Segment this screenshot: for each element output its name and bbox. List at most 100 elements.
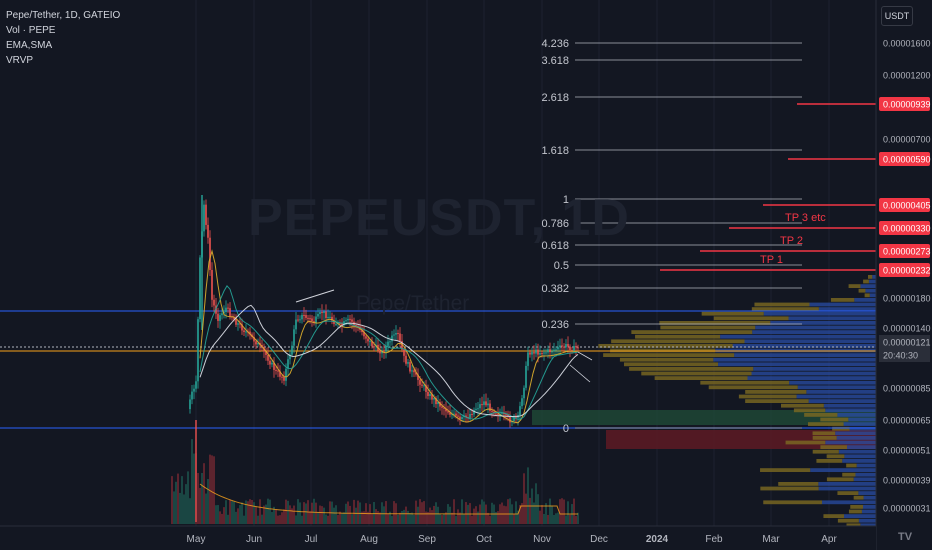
volume-bar — [575, 515, 577, 524]
candle-body — [361, 329, 363, 332]
volume-bar — [417, 506, 419, 524]
volume-bar — [425, 511, 427, 524]
volume-bar — [269, 499, 271, 524]
vp-row-sell — [603, 353, 735, 357]
candle-body — [283, 377, 285, 381]
candle-body — [389, 341, 391, 343]
fib-label: 0.786 — [541, 218, 569, 230]
vp-row-sell — [763, 500, 822, 505]
volume-bar — [387, 513, 389, 524]
volume-bar — [291, 508, 293, 524]
volume-bar — [435, 502, 437, 524]
x-tick-label: Sep — [418, 534, 436, 545]
price-label-bg — [879, 198, 930, 212]
volume-bar — [507, 499, 509, 524]
volume-bar — [295, 515, 297, 524]
candle-body — [409, 362, 411, 372]
vp-row-sell — [812, 431, 836, 436]
candle-body — [307, 317, 309, 319]
y-tick-label: 0.00000039 — [883, 476, 931, 486]
candle-body — [429, 394, 431, 397]
volume-bar — [429, 507, 431, 524]
vp-row-buy — [810, 468, 876, 472]
candle-body — [549, 349, 551, 353]
volume-bar — [495, 512, 497, 524]
candle-body — [319, 312, 321, 315]
candle-body — [509, 416, 511, 423]
candle-body — [221, 313, 223, 316]
indicator-volume[interactable]: Vol · PEPE — [6, 25, 56, 36]
vp-row-buy — [753, 367, 876, 371]
vp-row-buy — [863, 495, 876, 500]
volume-bar — [261, 514, 263, 524]
vp-row-buy — [862, 505, 876, 509]
vp-row-sell — [701, 311, 764, 316]
candle-body — [515, 416, 517, 418]
vp-row-buy — [823, 403, 876, 408]
vp-row-buy — [869, 293, 876, 298]
vp-row-sell — [654, 376, 748, 380]
vp-row-buy — [825, 440, 876, 445]
y-tick-label: 0.00000051 — [883, 446, 931, 456]
volume-bar — [443, 513, 445, 524]
vp-row-buy — [713, 357, 876, 362]
volume-bar — [373, 502, 375, 524]
price-label-bg — [879, 244, 930, 258]
candle-body — [217, 313, 219, 321]
ema-line — [199, 249, 579, 424]
volume-bar — [477, 511, 479, 524]
volume-bar — [235, 511, 237, 524]
candle-body — [383, 350, 385, 352]
fib-label: 0.5 — [554, 260, 569, 272]
candle-body — [273, 362, 275, 370]
volume-bar — [441, 515, 443, 524]
vp-row-sell — [760, 486, 819, 491]
volume-bar — [381, 502, 383, 524]
volume-bar — [559, 499, 561, 524]
vp-row-buy — [720, 334, 876, 339]
candle-body — [533, 352, 535, 354]
vp-row-buy — [853, 477, 876, 482]
candle-body — [255, 341, 257, 345]
candle-body — [529, 352, 531, 355]
vp-row-sell — [832, 426, 850, 431]
volume-bar — [189, 498, 191, 524]
symbol-title[interactable]: Pepe/Tether, 1D, GATEIO — [6, 10, 121, 21]
candle-body — [219, 315, 221, 321]
volume-bar — [377, 511, 379, 524]
time-axis: May Jun Jul Aug Sep Oct Nov Dec 2024 Feb Mar Apr — [0, 525, 876, 550]
indicator-vrvp[interactable]: VRVP — [6, 55, 34, 66]
volume-bar — [501, 502, 503, 524]
vp-row-buy — [818, 307, 876, 311]
candle-body — [253, 336, 255, 342]
volume-bar — [221, 513, 223, 524]
vp-row-sell — [830, 298, 855, 302]
currency-button[interactable]: USDT — [881, 6, 913, 26]
target-lines: TP 3 etc TP 2 TP 1 — [660, 103, 876, 271]
indicator-ma[interactable]: EMA,SMA — [6, 40, 53, 51]
vp-row-sell — [754, 302, 810, 307]
vp-row-sell — [619, 357, 714, 362]
volume-bar — [345, 503, 347, 524]
vp-row-buy — [732, 344, 876, 348]
price-label-bg — [879, 263, 930, 277]
candle-body — [525, 365, 527, 388]
candle-body — [571, 350, 573, 352]
candle-body — [569, 346, 571, 351]
volume-bar — [517, 510, 519, 524]
vp-row-sell — [629, 367, 754, 371]
volume-bar — [311, 502, 313, 524]
volume-bar — [533, 502, 535, 524]
volume-bar — [257, 515, 259, 524]
volume-bar — [403, 509, 405, 524]
candle-body — [459, 416, 461, 420]
candle-body — [543, 352, 545, 354]
candle-body — [281, 376, 283, 378]
candle-body — [299, 319, 301, 321]
volume-bar — [237, 508, 239, 524]
volume-bar — [299, 502, 301, 524]
candle-body — [199, 257, 201, 320]
candle-body — [481, 404, 483, 406]
candle-body — [551, 351, 553, 353]
